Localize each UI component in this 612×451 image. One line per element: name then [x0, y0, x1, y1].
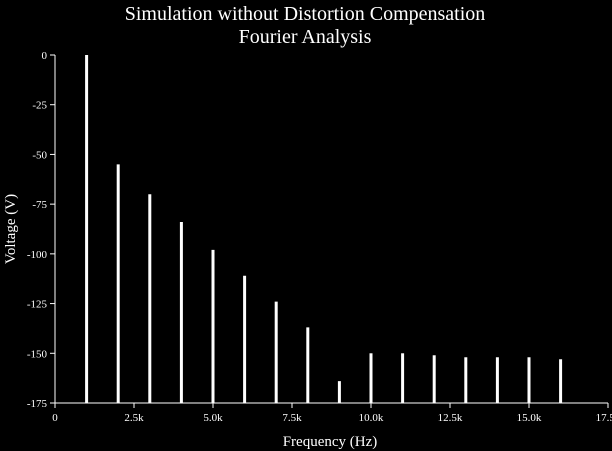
y-ticks: 0 -25 -50 -75 -100 -125 -150 -175 [27, 50, 55, 410]
y-tick-label: -125 [27, 299, 48, 311]
chart-title-line-2: Fourier Analysis [239, 26, 372, 48]
x-tick-label: 0 [52, 412, 58, 424]
x-tick-label: 2.5k [124, 412, 144, 424]
y-tick-label: 0 [42, 50, 48, 62]
x-tick-label: 5.0k [203, 412, 223, 424]
x-tick-label: 15.0k [517, 412, 542, 424]
y-tick-label: -100 [27, 249, 48, 261]
chart-title-line-1: Simulation without Distortion Compensati… [125, 3, 486, 25]
x-tick-label: 12.5k [438, 412, 463, 424]
x-tick-label: 7.5k [282, 412, 302, 424]
y-tick-label: -50 [32, 149, 47, 161]
x-ticks: 0 2.5k 5.0k 7.5k 10.0k 12.5k 15.0k 17.5k [52, 403, 612, 424]
y-tick-label: -75 [32, 199, 47, 211]
y-tick-label: -175 [27, 398, 48, 410]
y-axis-label: Voltage (V) [3, 194, 19, 264]
x-tick-label: 10.0k [359, 412, 384, 424]
y-tick-label: -150 [27, 348, 48, 360]
y-tick-label: -25 [32, 100, 47, 112]
x-axis-label: Frequency (Hz) [283, 434, 378, 450]
bars [85, 55, 563, 403]
x-tick-label: 17.5k [596, 412, 612, 424]
